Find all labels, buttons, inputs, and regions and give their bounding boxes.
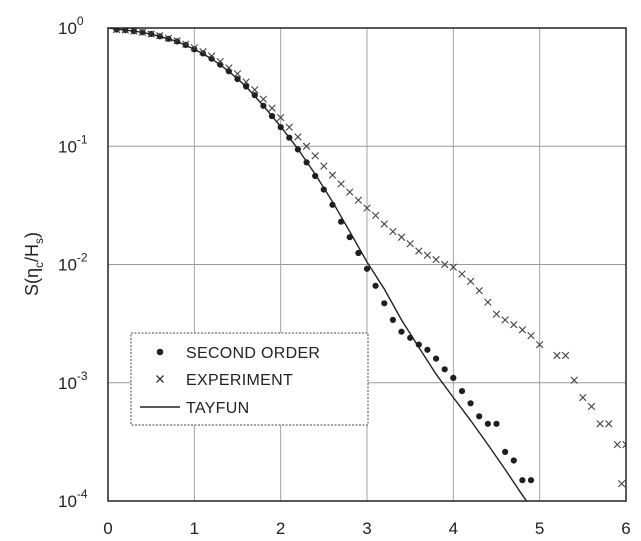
axis-ticks: 0 1 2 3 4 5 6 100 10-1 10-2 10-3 10-4 (58, 14, 631, 538)
point-second-order (527, 477, 535, 484)
point-experiment (570, 376, 578, 384)
y-axis-label: S(ηc/Hs) (22, 232, 46, 296)
point-experiment (199, 48, 207, 56)
point-second-order (502, 448, 509, 455)
point-second-order (441, 366, 448, 373)
point-experiment (423, 251, 432, 259)
ylabel-main: S(η (22, 268, 42, 296)
x-tick-label: 2 (276, 519, 285, 538)
point-second-order (389, 316, 396, 323)
point-experiment (415, 247, 423, 255)
legend-label-second-order: SECOND ORDER (186, 345, 320, 362)
series-layer (108, 28, 626, 501)
point-second-order (450, 374, 457, 381)
point-second-order (484, 420, 491, 427)
point-second-order (372, 282, 379, 289)
point-experiment (432, 255, 440, 264)
point-experiment (397, 233, 406, 241)
point-experiment (527, 332, 535, 340)
point-experiment (475, 287, 483, 295)
legend-marker-experiment (156, 375, 164, 383)
point-experiment (605, 420, 613, 428)
point-second-order (415, 341, 422, 348)
point-experiment (613, 440, 622, 449)
point-experiment (553, 351, 561, 360)
x-tick-label: 1 (190, 519, 199, 538)
point-second-order (424, 346, 431, 353)
point-experiment (363, 204, 371, 212)
legend-label-tayfun: TAYFUN (186, 400, 249, 417)
point-experiment (302, 142, 311, 150)
point-experiment (518, 326, 527, 334)
y-tick-label: 10-3 (58, 369, 88, 393)
point-experiment (406, 239, 414, 248)
point-experiment (484, 298, 492, 306)
point-second-order (493, 420, 500, 427)
series-line-tayfun (108, 28, 528, 501)
ylabel-mid: /H (22, 244, 42, 262)
ylabel-end: ) (22, 232, 42, 238)
plot-frame (107, 27, 627, 502)
point-experiment (320, 162, 328, 170)
point-experiment (579, 393, 587, 402)
x-tick-label: 6 (621, 519, 630, 538)
point-experiment (510, 320, 518, 329)
point-experiment (337, 180, 345, 188)
point-experiment (466, 277, 475, 286)
point-experiment (587, 402, 596, 411)
point-experiment (285, 123, 293, 131)
point-experiment (354, 196, 363, 204)
point-experiment (268, 104, 276, 112)
x-tick-label: 0 (103, 519, 112, 538)
point-second-order (398, 328, 405, 335)
point-experiment (311, 152, 319, 160)
point-second-order (458, 388, 466, 395)
point-second-order (355, 249, 362, 257)
y-tick-label: 10-1 (58, 132, 88, 156)
point-experiment (501, 316, 509, 324)
point-second-order (467, 400, 474, 407)
point-second-order (510, 457, 517, 464)
y-tick-label: 100 (58, 14, 84, 38)
point-experiment (371, 211, 380, 220)
legend-label-experiment: EXPERIMENT (186, 372, 293, 389)
point-experiment (380, 220, 388, 228)
point-experiment (233, 70, 242, 78)
point-second-order (363, 265, 371, 272)
point-experiment (251, 86, 259, 94)
point-experiment (622, 440, 626, 449)
ylabel-sub-c: c (32, 262, 46, 268)
x-tick-label: 3 (362, 519, 371, 538)
point-second-order (476, 413, 483, 420)
point-experiment (458, 270, 466, 278)
svg-text:S(ηc/Hs): S(ηc/Hs) (22, 232, 46, 296)
point-experiment (561, 351, 570, 360)
y-tick-label: 10-4 (58, 487, 88, 511)
point-second-order (433, 355, 440, 362)
legend-marker-second-order (156, 348, 164, 356)
point-second-order (519, 477, 526, 484)
point-experiment (328, 171, 337, 179)
ylabel-sub-s: s (32, 238, 46, 244)
point-experiment (441, 260, 449, 269)
legend-box (130, 332, 369, 426)
point-experiment (596, 420, 604, 428)
point-experiment (617, 480, 626, 488)
x-tick-label: 5 (535, 519, 544, 538)
point-experiment (389, 227, 397, 236)
point-experiment (259, 95, 268, 103)
y-tick-label: 10-2 (58, 251, 88, 275)
point-experiment (346, 188, 354, 196)
point-experiment (276, 113, 285, 122)
point-second-order (381, 300, 388, 307)
point-experiment (449, 263, 458, 271)
point-experiment (535, 340, 544, 349)
x-tick-label: 4 (449, 519, 458, 538)
point-experiment (294, 133, 302, 141)
point-experiment (492, 310, 501, 318)
legend: SECOND ORDER EXPERIMENT TAYFUN (130, 332, 369, 426)
